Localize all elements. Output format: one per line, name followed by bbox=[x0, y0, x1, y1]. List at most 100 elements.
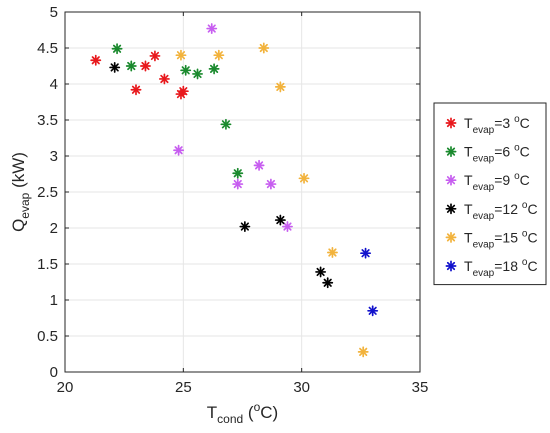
grid bbox=[64, 11, 421, 373]
legend-label-post: C bbox=[520, 144, 530, 160]
data-point-series-1 bbox=[130, 84, 142, 96]
legend-entry-1: Tevap=3 oC bbox=[464, 114, 530, 136]
legend-label-sup: o bbox=[514, 114, 520, 125]
legend-entry-5: Tevap=15 oC bbox=[464, 228, 538, 250]
legend-label-main: T bbox=[464, 201, 473, 217]
legend-label-sub: evap bbox=[473, 211, 495, 222]
legend-label-eq: =9 bbox=[494, 172, 514, 188]
data-point-series-1 bbox=[158, 73, 170, 85]
legend-label-eq: =18 bbox=[494, 258, 522, 274]
x-tick-label: 20 bbox=[57, 379, 74, 396]
data-point-series-3 bbox=[282, 221, 293, 233]
legend-marker-2 bbox=[445, 146, 457, 158]
legend-entry-6: Tevap=18 oC bbox=[464, 257, 538, 279]
data-point-series-5 bbox=[258, 42, 270, 54]
data-point-series-1 bbox=[90, 54, 102, 66]
data-point-series-3 bbox=[206, 23, 218, 35]
y-tick-label: 5 bbox=[50, 4, 58, 21]
data-point-series-2 bbox=[220, 118, 232, 130]
legend-entry-4: Tevap=12 oC bbox=[464, 200, 538, 222]
y-tick-label: 2.5 bbox=[37, 184, 58, 201]
data-point-series-6 bbox=[367, 305, 379, 317]
data-point-series-5 bbox=[213, 49, 225, 61]
legend-marker-4 bbox=[445, 203, 457, 215]
data-point-series-5 bbox=[298, 172, 310, 184]
x-axis-label-pre: ( bbox=[243, 403, 254, 422]
legend-label-eq: =15 bbox=[494, 229, 522, 245]
y-axis-label: Qevap (kW) bbox=[9, 152, 32, 232]
y-axis-label-post: (kW) bbox=[9, 152, 28, 193]
y-tick-label: 4.5 bbox=[37, 40, 58, 57]
y-tick-label: 0 bbox=[50, 364, 58, 381]
legend-label-sup: o bbox=[522, 228, 528, 239]
data-point-series-1 bbox=[149, 50, 161, 62]
legend-label-sup: o bbox=[514, 171, 520, 182]
axis-ticks: 20 25 30 35 0 0.5 1 1.5 2 2.5 3 3.5 4 4.5 5 bbox=[37, 4, 428, 396]
data-point-series-4 bbox=[322, 277, 334, 289]
legend-label-sub: evap bbox=[473, 182, 495, 193]
x-axis-label-main: T bbox=[207, 403, 217, 422]
data-point-series-5 bbox=[175, 49, 187, 61]
data-point-series-2 bbox=[192, 68, 203, 80]
legend-marker-1 bbox=[445, 117, 457, 129]
legend-label-main: T bbox=[464, 258, 473, 274]
legend-label-main: T bbox=[464, 115, 473, 131]
legend-label-main: T bbox=[464, 144, 473, 160]
legend-label-eq: =3 bbox=[494, 115, 514, 131]
data-point-series-4 bbox=[109, 61, 121, 73]
data-point-series-2 bbox=[232, 167, 244, 179]
data-point-series-3 bbox=[232, 178, 244, 190]
legend-label-sup: o bbox=[522, 200, 528, 211]
data-point-series-3 bbox=[173, 144, 185, 156]
legend-marker-3 bbox=[445, 174, 457, 186]
x-axis-label-sub: cond bbox=[217, 412, 243, 426]
legend-label-sub: evap bbox=[473, 154, 495, 165]
data-point-series-4 bbox=[315, 266, 327, 278]
x-axis-label-sup: o bbox=[254, 400, 261, 414]
data-point-series-5 bbox=[274, 81, 286, 93]
data-point-series-2 bbox=[111, 43, 123, 55]
legend-label-main: T bbox=[464, 229, 473, 245]
data-points bbox=[90, 23, 379, 358]
data-point-series-5 bbox=[326, 247, 338, 258]
y-tick-label: 2 bbox=[50, 220, 58, 237]
legend-label-eq: =6 bbox=[494, 144, 514, 160]
data-point-series-1 bbox=[140, 60, 151, 72]
legend-label-sub: evap bbox=[473, 239, 495, 250]
legend-label-sup: o bbox=[514, 143, 520, 154]
y-axis-label-sub: evap bbox=[18, 192, 32, 218]
legend-marker-5 bbox=[445, 231, 457, 243]
legend-label-post: C bbox=[527, 229, 537, 245]
data-point-series-2 bbox=[125, 60, 137, 72]
data-point-series-4 bbox=[239, 221, 251, 233]
x-tick-label: 30 bbox=[293, 379, 310, 396]
x-tick-label: 35 bbox=[412, 379, 429, 396]
data-point-series-3 bbox=[253, 159, 265, 171]
legend-label-sub: evap bbox=[473, 125, 495, 136]
legend-entry-2: Tevap=6 oC bbox=[464, 143, 530, 165]
y-axis-label-main: Q bbox=[9, 219, 28, 232]
y-tick-label: 3 bbox=[50, 148, 58, 165]
data-point-series-3 bbox=[265, 178, 277, 190]
legend-entry-3: Tevap=9 oC bbox=[464, 171, 530, 193]
y-tick-label: 3.5 bbox=[37, 112, 58, 129]
y-tick-label: 1.5 bbox=[37, 256, 58, 273]
legend-box bbox=[433, 102, 547, 286]
x-axis-label: Tcond (oC) bbox=[207, 400, 278, 426]
data-point-series-2 bbox=[180, 64, 192, 76]
x-axis-label-post: C) bbox=[260, 403, 278, 422]
data-point-series-1 bbox=[177, 85, 189, 97]
legend-label-post: C bbox=[527, 201, 537, 217]
legend-label-post: C bbox=[520, 172, 530, 188]
y-tick-label: 1 bbox=[50, 292, 58, 309]
legend-label-eq: =12 bbox=[494, 201, 522, 217]
legend-label-main: T bbox=[464, 172, 473, 188]
legend-label-post: C bbox=[527, 258, 537, 274]
legend-label-sup: o bbox=[522, 257, 528, 268]
data-point-series-5 bbox=[357, 346, 369, 358]
data-point-series-4 bbox=[274, 214, 286, 226]
y-tick-label: 4 bbox=[50, 76, 58, 93]
legend-marker-6 bbox=[445, 260, 457, 272]
